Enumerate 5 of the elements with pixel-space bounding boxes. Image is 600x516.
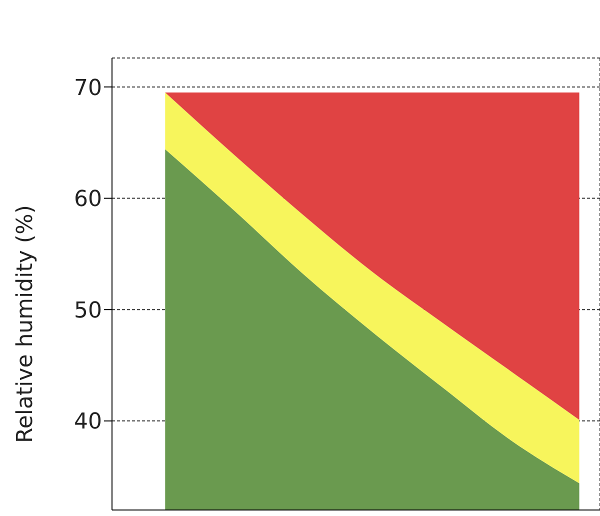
y-axis-title: Relative humidity (%) [12,205,38,443]
y-tick-label: 40 [74,410,102,435]
y-tick-label: 60 [74,187,102,212]
y-tick-label: 70 [74,76,102,101]
y-tick-label: 50 [74,298,102,324]
